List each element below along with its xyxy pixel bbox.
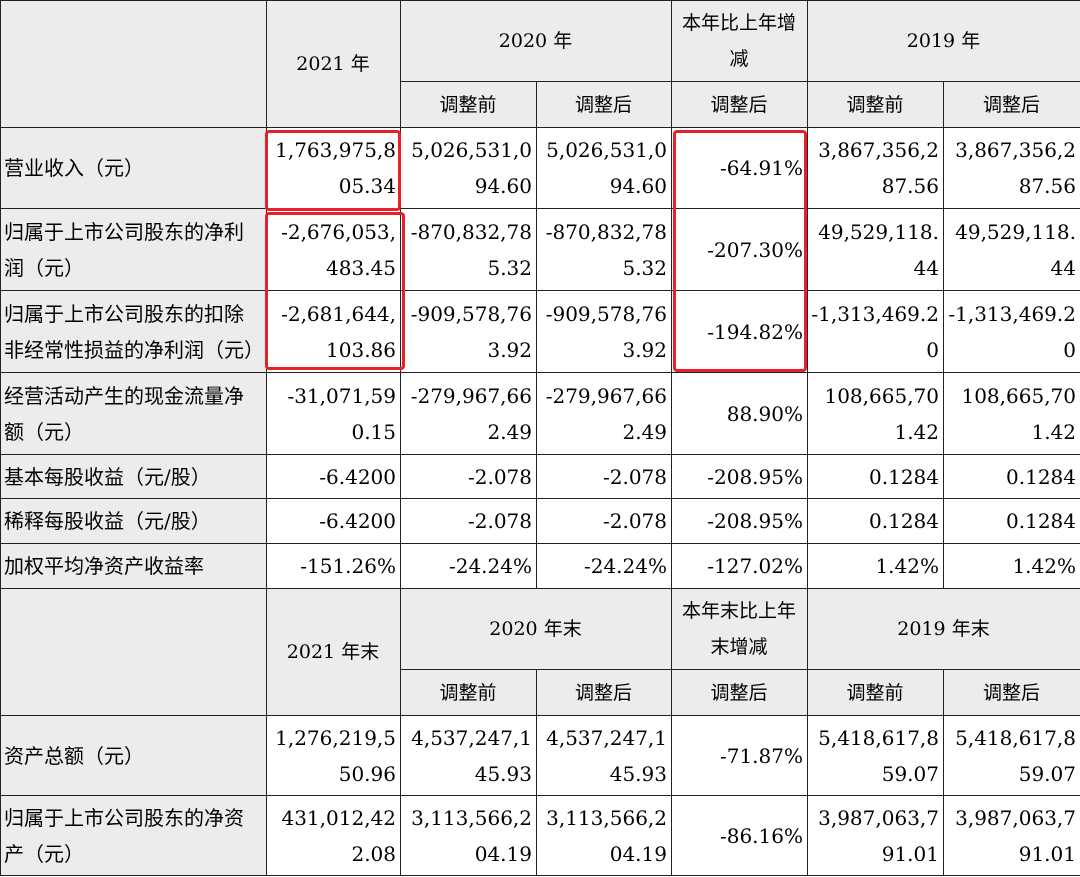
value-2019-before: 0.1284 (807, 498, 944, 544)
value-change: -64.91% (671, 127, 808, 209)
value-2020-before: -909,578,763.92 (400, 290, 537, 373)
row-label: 稀释每股收益（元/股） (0, 498, 267, 544)
value-2021: 1,763,975,805.34 (266, 127, 401, 209)
value-2021: -2,676,053,483.45 (266, 208, 401, 291)
value-2019-after: 3,987,063,791.01 (943, 795, 1080, 876)
value-2020-after: -24.24% (536, 543, 672, 589)
value-2021: 431,012,422.08 (266, 795, 401, 876)
header-change-end: 本年末比上年末增减 (671, 588, 808, 670)
value-change: -127.02% (671, 543, 808, 589)
value-2019-before: 3,867,356,287.56 (807, 127, 944, 209)
value-change: -207.30% (671, 208, 808, 291)
value-2020-after: -2.078 (536, 454, 672, 499)
header-2020-after: 调整后 (536, 669, 672, 716)
header-2019-before: 调整前 (807, 669, 944, 716)
value-2021: -6.4200 (266, 498, 401, 544)
row-label: 资产总额（元） (0, 715, 267, 796)
value-change: -194.82% (671, 290, 808, 373)
header-change-after: 调整后 (671, 81, 808, 128)
header-change-after: 调整后 (671, 669, 808, 716)
value-change: -86.16% (671, 795, 808, 876)
header-change: 本年比上年增减 (671, 0, 808, 82)
table-row: 归属于上市公司股东的净资产（元） 431,012,422.08 3,113,56… (0, 795, 1080, 876)
table-row: 资产总额（元） 1,276,219,550.96 4,537,247,145.9… (0, 715, 1080, 796)
value-2019-after: 5,418,617,859.07 (943, 715, 1080, 796)
row-label: 营业收入（元） (0, 127, 267, 209)
header-corner (0, 0, 267, 128)
header-2019-before: 调整前 (807, 81, 944, 128)
value-2021: -6.4200 (266, 454, 401, 499)
value-2019-after: 0.1284 (943, 498, 1080, 544)
header-2019-after: 调整后 (943, 81, 1080, 128)
value-2019-after: -1,313,469.20 (943, 290, 1080, 373)
value-2020-before: -870,832,785.32 (400, 208, 537, 291)
row-label: 加权平均净资产收益率 (0, 543, 267, 589)
value-2019-before: 1.42% (807, 543, 944, 589)
value-change: -208.95% (671, 498, 808, 544)
value-2020-before: 3,113,566,204.19 (400, 795, 537, 876)
value-2020-after: -870,832,785.32 (536, 208, 672, 291)
row-label: 归属于上市公司股东的净利润（元） (0, 208, 267, 291)
value-2020-before: -279,967,662.49 (400, 372, 537, 455)
value-change: -208.95% (671, 454, 808, 499)
value-2020-before: -2.078 (400, 498, 537, 544)
header-year-end-2021: 2021 年末 (266, 588, 401, 716)
table-row: 归属于上市公司股东的净利润（元） -2,676,053,483.45 -870,… (0, 208, 1080, 291)
value-2019-before: 5,418,617,859.07 (807, 715, 944, 796)
value-2019-after: 108,665,701.42 (943, 372, 1080, 455)
header-year-2020: 2020 年 (400, 0, 672, 82)
value-2020-after: -2.078 (536, 498, 672, 544)
table-row: 归属于上市公司股东的扣除非经常性损益的净利润（元） -2,681,644,103… (0, 290, 1080, 373)
value-2019-before: 49,529,118.44 (807, 208, 944, 291)
value-2019-after: 49,529,118.44 (943, 208, 1080, 291)
value-2019-after: 0.1284 (943, 454, 1080, 499)
value-2021: -31,071,590.15 (266, 372, 401, 455)
value-2019-before: 3,987,063,791.01 (807, 795, 944, 876)
value-2020-after: 5,026,531,094.60 (536, 127, 672, 209)
value-2020-before: -24.24% (400, 543, 537, 589)
value-2019-after: 1.42% (943, 543, 1080, 589)
header-year-2019: 2019 年 (807, 0, 1080, 82)
header-year-end-2020: 2020 年末 (400, 588, 672, 670)
value-change: 88.90% (671, 372, 808, 455)
value-2020-after: 4,537,247,145.93 (536, 715, 672, 796)
row-label: 归属于上市公司股东的净资产（元） (0, 795, 267, 876)
value-2020-after: -909,578,763.92 (536, 290, 672, 373)
value-2021: -151.26% (266, 543, 401, 589)
table-row: 稀释每股收益（元/股） -6.4200 -2.078 -2.078 -208.9… (0, 498, 1080, 544)
value-2019-before: -1,313,469.20 (807, 290, 944, 373)
row-label: 归属于上市公司股东的扣除非经常性损益的净利润（元） (0, 290, 267, 373)
header-2019-after: 调整后 (943, 669, 1080, 716)
row-label: 经营活动产生的现金流量净额（元） (0, 372, 267, 455)
value-2020-after: -279,967,662.49 (536, 372, 672, 455)
value-2020-before: -2.078 (400, 454, 537, 499)
value-2021: 1,276,219,550.96 (266, 715, 401, 796)
value-2020-before: 5,026,531,094.60 (400, 127, 537, 209)
value-change: -71.87% (671, 715, 808, 796)
table-row: 基本每股收益（元/股） -6.4200 -2.078 -2.078 -208.9… (0, 454, 1080, 499)
value-2020-after: 3,113,566,204.19 (536, 795, 672, 876)
table-row: 营业收入（元） 1,763,975,805.34 5,026,531,094.6… (0, 127, 1080, 209)
header-2020-after: 调整后 (536, 81, 672, 128)
table-row: 经营活动产生的现金流量净额（元） -31,071,590.15 -279,967… (0, 372, 1080, 455)
value-2019-before: 0.1284 (807, 454, 944, 499)
row-label: 基本每股收益（元/股） (0, 454, 267, 499)
header-year-end-2019: 2019 年末 (807, 588, 1080, 670)
value-2019-before: 108,665,701.42 (807, 372, 944, 455)
header-corner-2 (0, 588, 267, 716)
header-2020-before: 调整前 (400, 669, 537, 716)
value-2020-before: 4,537,247,145.93 (400, 715, 537, 796)
value-2019-after: 3,867,356,287.56 (943, 127, 1080, 209)
value-2021: -2,681,644,103.86 (266, 290, 401, 373)
table-row: 加权平均净资产收益率 -151.26% -24.24% -24.24% -127… (0, 543, 1080, 589)
header-2020-before: 调整前 (400, 81, 537, 128)
header-year-2021: 2021 年 (266, 0, 401, 128)
